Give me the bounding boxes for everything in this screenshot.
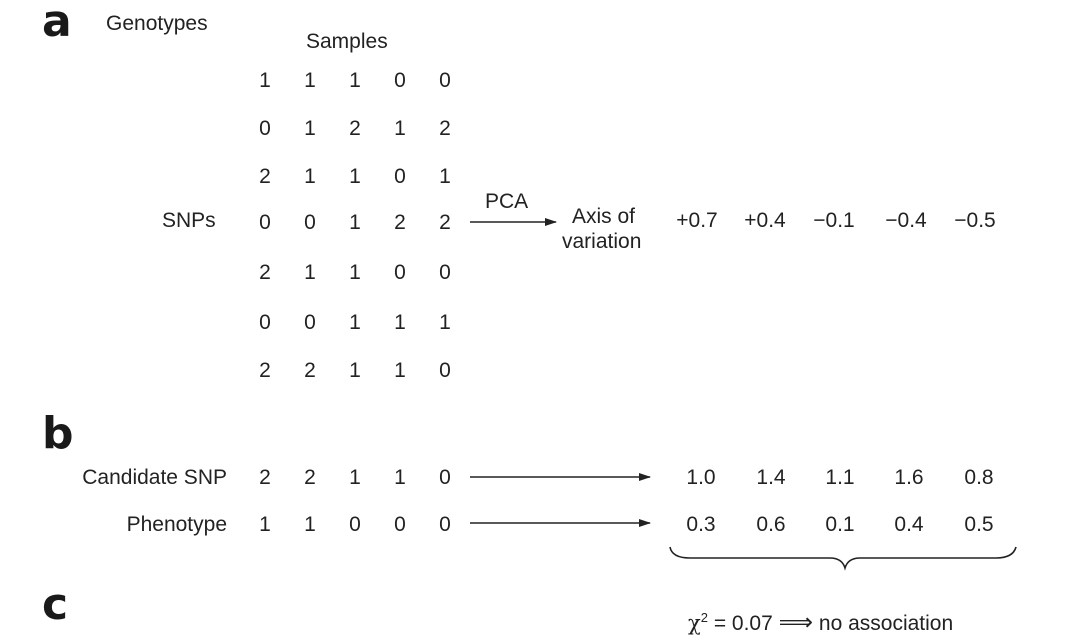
candidate-snp-label: Candidate SNP [82, 466, 227, 489]
phenotype-adjusted-value: 0.6 [756, 513, 786, 536]
phenotype-value: 1 [304, 513, 316, 536]
genotype-cell: 1 [304, 165, 316, 188]
genotype-cell: 1 [394, 359, 406, 382]
panel-label-c: c [42, 579, 69, 630]
candidate-snp-adjusted-value: 0.8 [964, 466, 994, 489]
pca-label: PCA [485, 190, 529, 213]
chi-square-result: χ2 = 0.07 ⟹ no association [688, 610, 953, 634]
candidate-snp-adjusted-value: 1.1 [825, 466, 855, 489]
phenotype-adjusted-value: 0.1 [825, 513, 855, 536]
genotype-cell: 2 [259, 359, 271, 382]
axis-value: −0.1 [813, 209, 855, 232]
snps-label: SNPs [162, 209, 216, 232]
phenotype-label: Phenotype [126, 513, 227, 536]
genotype-cell: 0 [259, 211, 271, 234]
phenotype-value: 1 [259, 513, 271, 536]
chi-symbol: χ [688, 611, 701, 635]
genotype-cell: 2 [394, 211, 406, 234]
chi-exponent: 2 [700, 610, 708, 625]
genotype-cell: 0 [439, 69, 451, 92]
genotype-cell: 1 [349, 261, 361, 284]
axis-value: −0.4 [885, 209, 927, 232]
genotype-cell: 2 [349, 117, 361, 140]
samples-label: Samples [306, 30, 388, 53]
conclusion-text: no association [818, 612, 954, 635]
genotype-cell: 0 [304, 211, 316, 234]
axis-value: +0.4 [744, 209, 786, 232]
genotype-cell: 2 [439, 117, 451, 140]
phenotype-value: 0 [394, 513, 406, 536]
candidate-snp-value: 2 [304, 466, 316, 489]
genotype-cell: 0 [259, 117, 271, 140]
phenotype-value: 0 [349, 513, 361, 536]
genotype-cell: 0 [439, 359, 451, 382]
genotype-cell: 2 [259, 261, 271, 284]
candidate-snp-adjusted-value: 1.4 [756, 466, 786, 489]
panel-label-a: a [42, 0, 72, 47]
candidate-snp-value: 2 [259, 466, 271, 489]
genotype-cell: 1 [394, 117, 406, 140]
genotype-cell: 1 [349, 69, 361, 92]
phenotype-adjusted-value: 0.4 [894, 513, 924, 536]
genotype-cell: 0 [304, 311, 316, 334]
genotype-cell: 1 [304, 117, 316, 140]
genotype-cell: 0 [394, 69, 406, 92]
genotype-cell: 0 [259, 311, 271, 334]
chi-value: = 0.07 [713, 612, 773, 635]
candidate-snp-adjusted-value: 1.0 [686, 466, 716, 489]
candidate-snp-value: 1 [394, 466, 406, 489]
genotype-cell: 0 [394, 165, 406, 188]
genotype-cell: 1 [304, 69, 316, 92]
candidate-snp-value: 1 [349, 466, 361, 489]
genotype-cell: 1 [349, 165, 361, 188]
axis-label-line1: Axis of [572, 205, 636, 228]
phenotype-adjusted-value: 0.3 [686, 513, 716, 536]
genotype-cell: 0 [394, 261, 406, 284]
genotype-cell: 1 [304, 261, 316, 284]
implies-arrow-icon: ⟹ [778, 608, 814, 636]
candidate-snp-adjusted-value: 1.6 [894, 466, 924, 489]
genotype-cell: 2 [439, 211, 451, 234]
genotype-cell: 1 [259, 69, 271, 92]
panel-label-b: b [42, 408, 74, 459]
phenotype-adjusted-value: 0.5 [964, 513, 994, 536]
genotype-cell: 0 [439, 261, 451, 284]
genotype-cell: 1 [349, 311, 361, 334]
genotype-cell: 2 [259, 165, 271, 188]
genotypes-label: Genotypes [106, 12, 208, 35]
genotype-cell: 1 [349, 359, 361, 382]
brace-icon [669, 546, 1017, 571]
axis-value: +0.7 [676, 209, 718, 232]
genotype-cell: 1 [439, 165, 451, 188]
axis-value: −0.5 [954, 209, 996, 232]
genotype-cell: 2 [304, 359, 316, 382]
genotype-cell: 1 [394, 311, 406, 334]
genotype-cell: 1 [439, 311, 451, 334]
phenotype-value: 0 [439, 513, 451, 536]
candidate-snp-value: 0 [439, 466, 451, 489]
genotype-cell: 1 [349, 211, 361, 234]
axis-label-line2: variation [562, 230, 642, 253]
